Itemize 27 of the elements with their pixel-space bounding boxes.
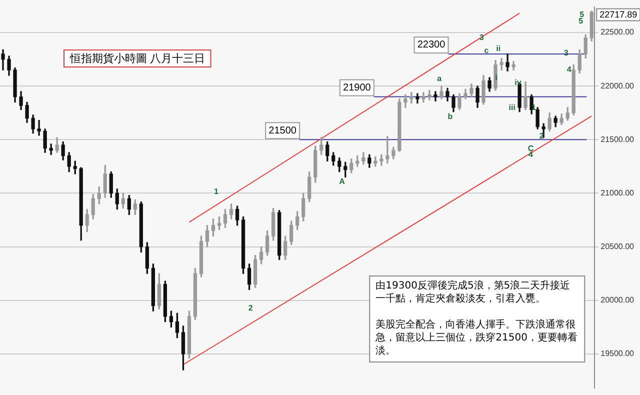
annotation: 4 (566, 65, 572, 74)
annotation: i (495, 73, 498, 82)
annotation: 2 (539, 131, 544, 140)
y-tick-label: 20000.00 (600, 296, 635, 305)
text: 22717.89 (600, 9, 638, 20)
annotation: a (437, 74, 442, 83)
annotation: 1 (214, 186, 220, 196)
annotation: b (448, 112, 453, 121)
annotation: A (339, 177, 346, 186)
y-tick-label: 21500.00 (600, 134, 635, 144)
y-tick-label: 21000.00 (600, 188, 635, 198)
annotation: 2 (248, 304, 254, 313)
annotation: 由19300反彈後完成5浪，第5浪二天升接近一千點，肯定夾倉殺淡友，引君入甕。 (376, 280, 570, 305)
annotation: c (484, 46, 490, 55)
y-tick-label: 22500.00 (600, 28, 635, 37)
text: 恒指期貨小時圖 八月十三日 (69, 52, 205, 65)
y-tick-label: 19500.00 (600, 349, 635, 358)
ref-line-label: 21500 (268, 125, 297, 136)
annotation: iii (508, 103, 516, 112)
annotation: ii (496, 44, 501, 53)
ref-line-label: 22300 (417, 40, 446, 51)
y-tick-label: 20500.00 (600, 242, 635, 251)
annotation: 5 (580, 10, 585, 19)
annotation: 美股完全配合，向香港人揮手。下跌浪通常很急，留意以上三個位，跌穿21500，更要轉看淡。 (374, 318, 578, 357)
annotation: 5 (578, 16, 584, 26)
ref-line-label: 21900 (343, 82, 372, 94)
y-tick-label: 22000.00 (600, 81, 635, 90)
